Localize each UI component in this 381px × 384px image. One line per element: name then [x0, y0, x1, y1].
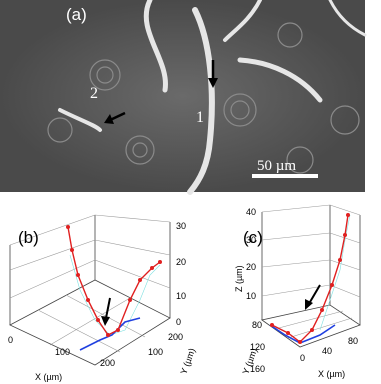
- x-tick-label: 0: [300, 353, 305, 363]
- z-tick-label: 20: [246, 262, 256, 272]
- x-tick-label: 80: [348, 336, 358, 346]
- y-tick-label: 200: [168, 332, 183, 342]
- scale-bar-label: 50 µm: [257, 158, 296, 174]
- x-tick-label: 40: [322, 346, 332, 356]
- z-tick-label: 0: [176, 317, 181, 327]
- z-axis-label: Z (µm): [234, 265, 244, 292]
- y-tick-label: 160: [250, 364, 265, 374]
- plot-3d: [9, 214, 171, 366]
- x-axis-label: X (µm): [35, 372, 62, 382]
- z-tick-label: 10: [246, 291, 256, 301]
- z-tick-label: 30: [246, 235, 256, 245]
- z-tick-label: 10: [176, 291, 186, 301]
- z-tick-label: 40: [246, 207, 256, 217]
- cell-label: 1: [196, 109, 204, 126]
- panel-label: (c): [243, 228, 263, 247]
- y-axis-label: Y (µm): [178, 347, 197, 376]
- plot-3d: [261, 204, 361, 348]
- z-tick-label: 30: [176, 221, 186, 231]
- x-tick-label: 100: [55, 347, 70, 357]
- x-axis-label: X (µm): [318, 369, 345, 379]
- y-tick-label: 80: [252, 320, 262, 330]
- x-tick-label: 0: [8, 335, 13, 345]
- x-tick-label: 200: [100, 358, 115, 368]
- z-tick-label: 20: [176, 257, 186, 267]
- panel-label: (b): [18, 228, 39, 247]
- micrograph: [0, 0, 367, 195]
- cell-label: 2: [90, 85, 98, 102]
- y-tick-label: 100: [148, 347, 163, 357]
- y-tick-label: 120: [250, 342, 265, 352]
- panel-label: (a): [66, 5, 87, 24]
